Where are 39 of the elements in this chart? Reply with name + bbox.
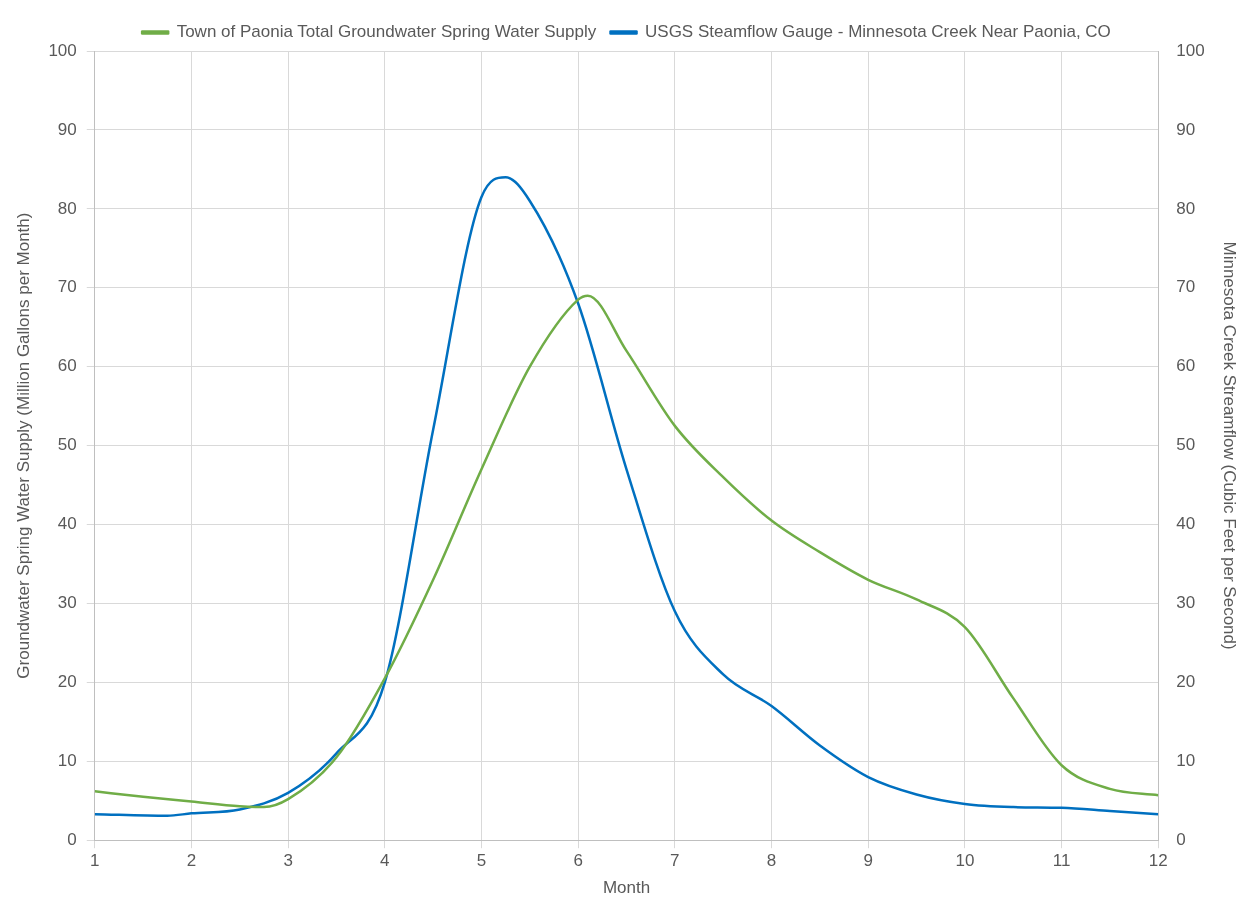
x-tick-label: 3 [283,851,293,871]
legend-label: Town of Paonia Total Groundwater Spring Water Supply [176,22,597,42]
x-tick-label: 5 [476,851,487,871]
y2-tick-label: 40 [1176,514,1196,534]
x-tick-label: 11 [1052,851,1071,871]
y-tick-label: 40 [57,514,77,534]
y-tick-label: 20 [57,672,77,692]
y2-tick-label: 70 [1176,277,1196,297]
y2-tick-label: 80 [1176,198,1196,218]
y-tick-label: 30 [57,593,77,613]
y2-tick-label: 90 [1176,119,1196,139]
y2-tick-label: 0 [1176,829,1186,849]
x-tick-label: 4 [380,851,390,871]
y2-tick-label: 60 [1176,356,1196,376]
y-tick-label: 60 [57,356,77,376]
x-tick-label: 1 [90,851,100,871]
y-axis-title: Groundwater Spring Water Supply (Million Gallons per Month) [13,212,33,679]
y2-tick-label: 50 [1176,435,1196,455]
y-tick-label: 50 [57,435,77,455]
x-tick-label: 9 [863,851,873,871]
y2-tick-label: 20 [1176,672,1196,692]
x-tick-label: 2 [186,851,197,871]
y-tick-label: 0 [67,829,77,849]
y2-tick-label: 30 [1176,593,1196,613]
x-tick-label: 6 [573,851,583,871]
y-tick-label: 70 [57,277,77,297]
y2-tick-label: 10 [1176,750,1196,770]
x-tick-label: 12 [1148,851,1168,871]
y-tick-label: 100 [48,40,77,60]
x-tick-label: 8 [766,851,777,871]
x-tick-label: 10 [955,851,975,871]
y-tick-label: 10 [57,750,77,770]
y-tick-label: 90 [57,119,77,139]
y-tick-label: 80 [57,198,77,218]
legend-label: USGS Steamflow Gauge - Minnesota Creek Near Paonia, CO [645,22,1111,42]
x-axis-title: Month [602,878,651,898]
x-tick-label: 7 [670,851,680,871]
y2-axis-title: Minnesota Creek Streamflow (Cubic Feet per Second) [1220,241,1240,650]
y2-tick-label: 100 [1176,40,1205,60]
